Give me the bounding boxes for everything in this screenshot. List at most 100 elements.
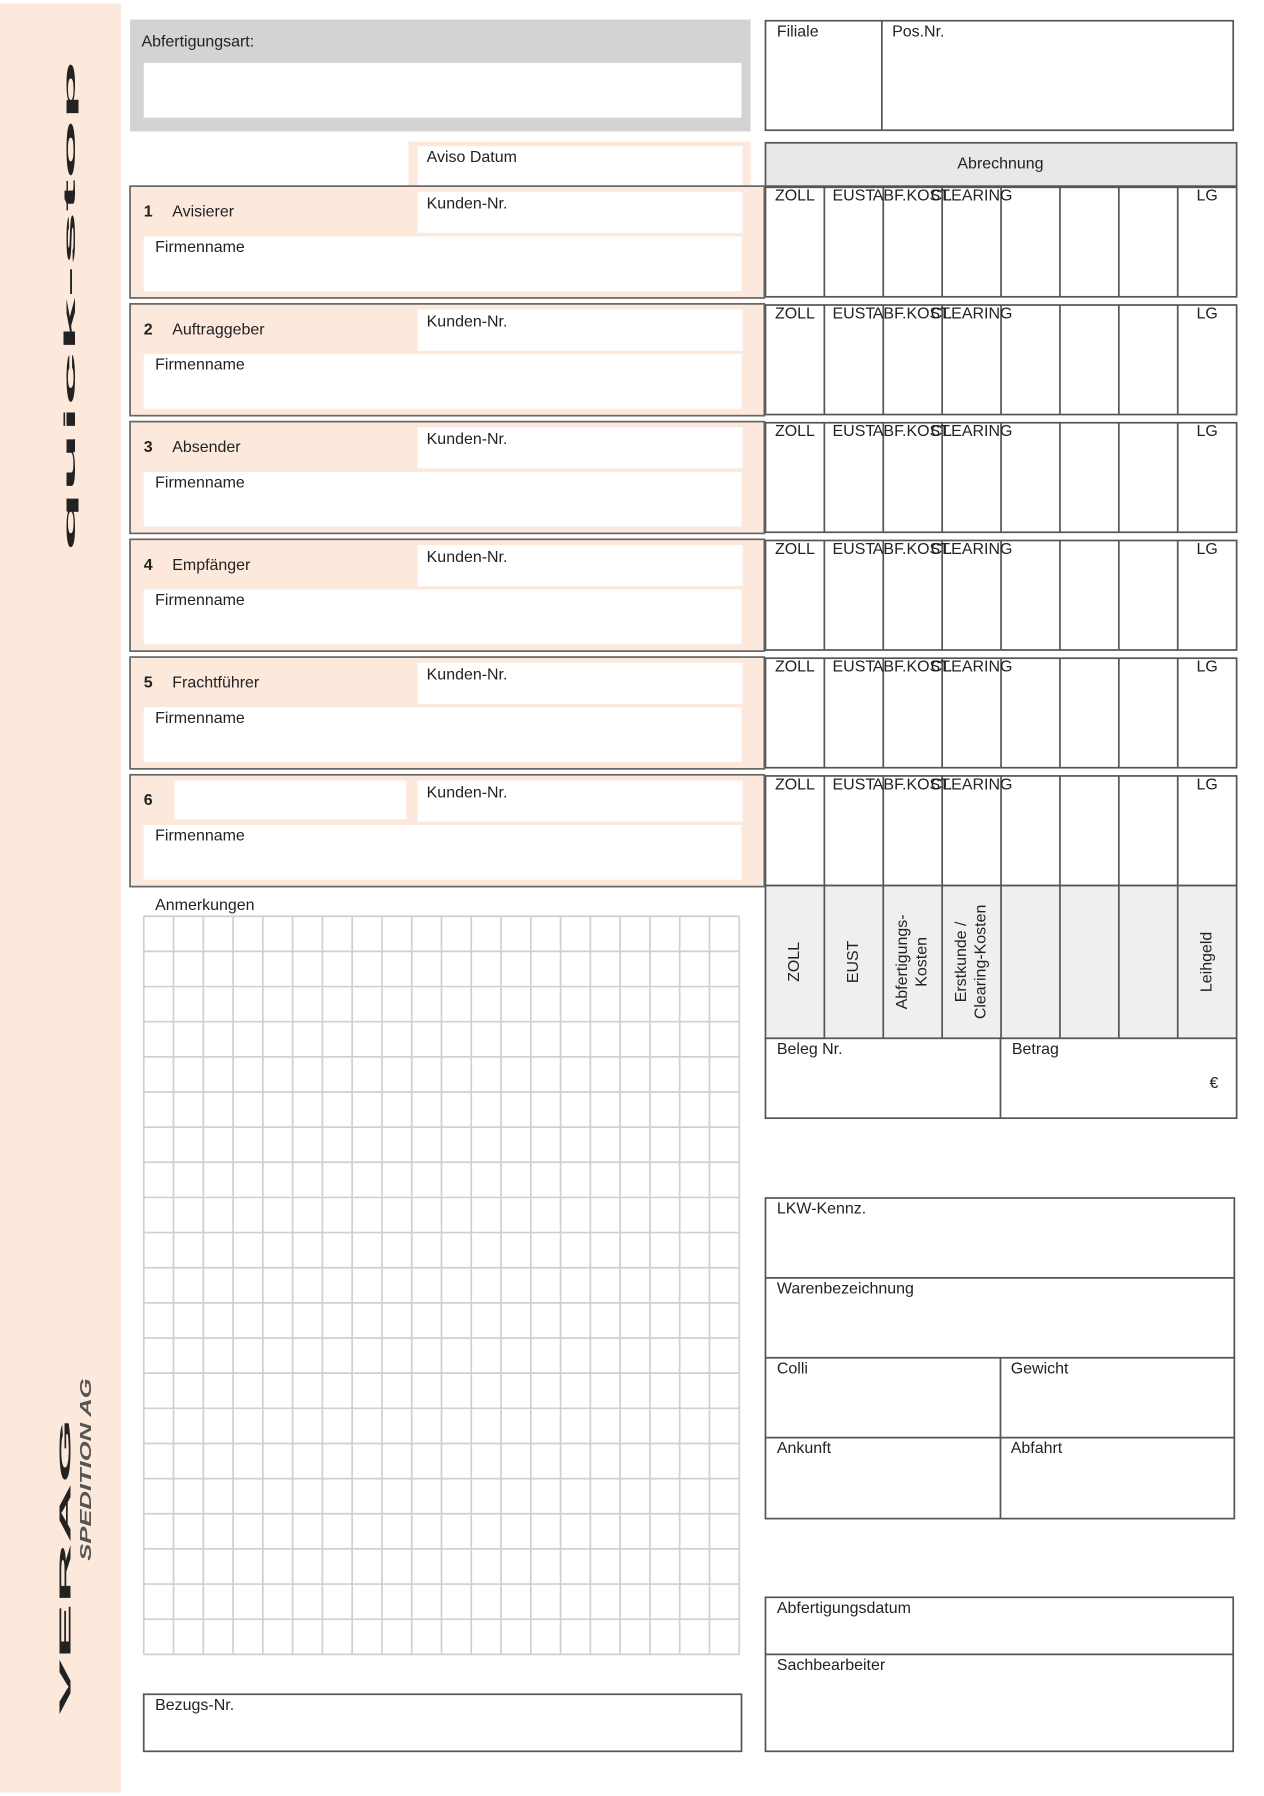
label: Kunden-Nr. bbox=[427, 667, 508, 684]
column-label: EUST bbox=[833, 776, 876, 793]
column-label: ZOLL bbox=[775, 659, 815, 676]
party-name: Absender bbox=[172, 439, 241, 456]
kunden-field bbox=[417, 545, 743, 587]
column-label: EUST bbox=[833, 541, 876, 558]
label: Abfertigungsart: bbox=[141, 34, 254, 51]
column-label: ABF.KOST. bbox=[873, 776, 953, 793]
abrechnung-header bbox=[764, 141, 1238, 188]
label: Firmenname bbox=[155, 592, 245, 609]
label: Kunden-Nr. bbox=[427, 784, 508, 801]
column-label: CLEARING bbox=[931, 188, 1013, 205]
label: Sachbearbeiter bbox=[777, 1657, 886, 1674]
label: Kunden-Nr. bbox=[427, 313, 508, 330]
abrechnung-title: Abrechnung bbox=[957, 156, 1043, 173]
column-label: EUST bbox=[833, 188, 876, 205]
label: Betrag bbox=[1012, 1041, 1059, 1058]
abfertigungsart-field bbox=[143, 62, 742, 118]
label: Firmenname bbox=[155, 828, 245, 845]
party-name: Auftraggeber bbox=[172, 321, 265, 338]
column-label: LG bbox=[1197, 659, 1218, 676]
column-label: LG bbox=[1197, 305, 1218, 322]
firm-field bbox=[143, 236, 742, 292]
column-long-label: Leihgeld bbox=[1198, 932, 1215, 992]
column-long-label: EUST bbox=[845, 940, 862, 983]
label: Kunden-Nr. bbox=[427, 431, 508, 448]
party-number: 4 bbox=[144, 557, 153, 574]
column-label: LG bbox=[1197, 188, 1218, 205]
column-label: ZOLL bbox=[775, 776, 815, 793]
label: Warenbezeichnung bbox=[777, 1281, 914, 1298]
party-name: Avisierer bbox=[172, 204, 235, 221]
label: Firmenname bbox=[155, 239, 245, 256]
notes-grid bbox=[142, 915, 741, 1656]
party-number: 5 bbox=[144, 675, 153, 692]
column-label: EUST bbox=[833, 659, 876, 676]
party-name: Empfänger bbox=[172, 557, 251, 574]
firm-field bbox=[143, 471, 742, 527]
column-label: CLEARING bbox=[931, 776, 1013, 793]
column-label: ZOLL bbox=[775, 541, 815, 558]
label: Kunden-Nr. bbox=[427, 196, 508, 213]
column-label: ZOLL bbox=[775, 423, 815, 440]
label: Firmenname bbox=[155, 710, 245, 727]
column-long-label: Clearing-Kosten bbox=[973, 905, 990, 1020]
firm-field bbox=[143, 824, 742, 880]
column-label: CLEARING bbox=[931, 659, 1013, 676]
column-long-label: ZOLL bbox=[786, 942, 803, 982]
column-long-label: Abfertigungs- bbox=[894, 914, 911, 1009]
party-number: 3 bbox=[144, 439, 153, 456]
label: Firmenname bbox=[155, 357, 245, 374]
label: Anmerkungen bbox=[155, 897, 254, 914]
column-label: CLEARING bbox=[931, 541, 1013, 558]
column-label: CLEARING bbox=[931, 305, 1013, 322]
party-number: 1 bbox=[144, 204, 153, 221]
column-label: ABF.KOST. bbox=[873, 541, 953, 558]
filiale-box bbox=[764, 19, 1235, 132]
label: LKW-Kennz. bbox=[777, 1201, 866, 1218]
label: Firmenname bbox=[155, 474, 245, 491]
column-label: LG bbox=[1197, 541, 1218, 558]
shipment-lines bbox=[765, 1277, 1235, 1519]
column-long-label: Kosten bbox=[914, 937, 931, 987]
sidebar bbox=[0, 3, 121, 1793]
party-number: 6 bbox=[144, 792, 153, 809]
column-label: ZOLL bbox=[775, 305, 815, 322]
kunden-field bbox=[417, 191, 743, 233]
party-number: 2 bbox=[144, 321, 153, 338]
label: Colli bbox=[777, 1360, 808, 1377]
column-label: LG bbox=[1197, 776, 1218, 793]
firm-field bbox=[143, 707, 742, 763]
column-label: ABF.KOST. bbox=[873, 659, 953, 676]
label: Kunden-Nr. bbox=[427, 549, 508, 566]
company-name: VERAG bbox=[57, 1418, 74, 1715]
currency: € bbox=[1209, 1075, 1218, 1092]
label: Ankunft bbox=[777, 1440, 832, 1457]
kunden-field bbox=[417, 780, 743, 822]
aviso-field bbox=[417, 146, 743, 188]
column-label: LG bbox=[1197, 423, 1218, 440]
column-label: EUST bbox=[833, 305, 876, 322]
column-label: ABF.KOST. bbox=[873, 188, 953, 205]
firm-field bbox=[143, 589, 742, 645]
label: Beleg Nr. bbox=[777, 1041, 843, 1058]
processing-box bbox=[764, 1596, 1235, 1753]
label: Filiale bbox=[777, 23, 819, 40]
column-label: ZOLL bbox=[775, 188, 815, 205]
kunden-field bbox=[417, 662, 743, 704]
label: Bezugs-Nr. bbox=[155, 1697, 234, 1714]
kunden-field bbox=[417, 309, 743, 351]
label: Gewicht bbox=[1011, 1360, 1069, 1377]
bezugs-box bbox=[142, 1693, 743, 1753]
column-long-label: Erstkunde / bbox=[953, 921, 970, 1002]
label: Abfertigungsdatum bbox=[777, 1600, 911, 1617]
kunden-field bbox=[417, 427, 743, 469]
column-label: EUST bbox=[833, 423, 876, 440]
column-label: CLEARING bbox=[931, 423, 1013, 440]
name-field bbox=[174, 780, 407, 820]
label: Abfahrt bbox=[1011, 1440, 1063, 1457]
firm-field bbox=[143, 354, 742, 409]
party-name: Frachtführer bbox=[172, 675, 260, 692]
product-name: quick-stop bbox=[62, 59, 79, 551]
